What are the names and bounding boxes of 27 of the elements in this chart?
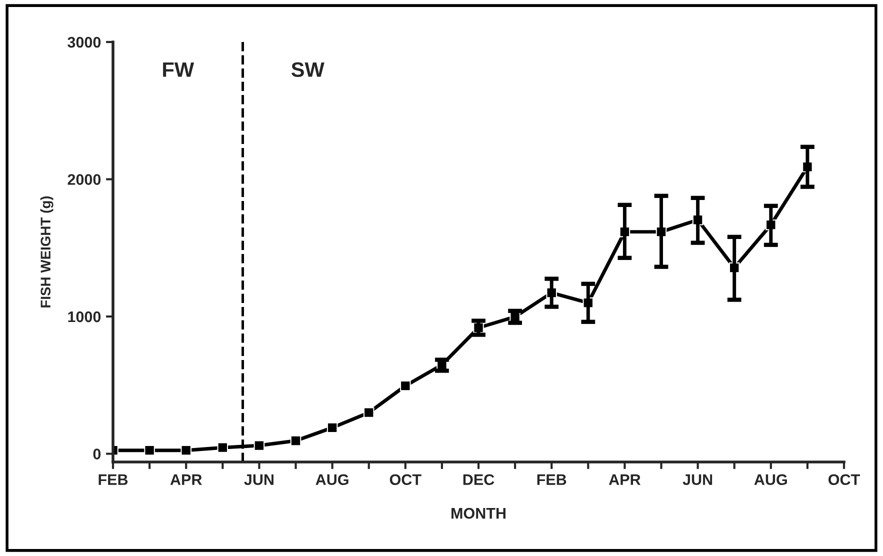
x-tick-label: AUG <box>754 474 787 486</box>
y-axis-title: FISH WEIGHT (g) <box>40 196 54 308</box>
point <box>217 442 228 453</box>
x-tick-label: FEB <box>98 474 128 485</box>
y-tick-label: 0 <box>93 448 101 460</box>
y-tick-label: 2000 <box>68 174 101 185</box>
x-axis-title: MONTH <box>452 508 506 519</box>
point <box>290 435 302 446</box>
point <box>400 380 411 392</box>
x-tick-label: APR <box>170 474 202 485</box>
y-tick-label: 3000 <box>68 36 101 48</box>
point <box>363 407 374 418</box>
x-tick-label: AUG <box>316 474 348 486</box>
point <box>144 444 155 456</box>
y-tick-label: 1000 <box>68 311 101 322</box>
x-tick-label: APR <box>608 474 641 485</box>
point <box>326 422 338 434</box>
annotation: FW <box>163 62 194 77</box>
x-tick-label: JUN <box>682 474 712 486</box>
point <box>180 444 192 456</box>
x-tick-label: OCT <box>828 474 860 486</box>
x-tick-label: JUN <box>244 474 274 486</box>
x-tick-label: FEB <box>537 474 566 485</box>
x-tick-label: DEC <box>463 474 494 486</box>
point <box>254 440 265 451</box>
x-tick-label: OCT <box>390 474 422 486</box>
annotation: SW <box>291 62 324 77</box>
